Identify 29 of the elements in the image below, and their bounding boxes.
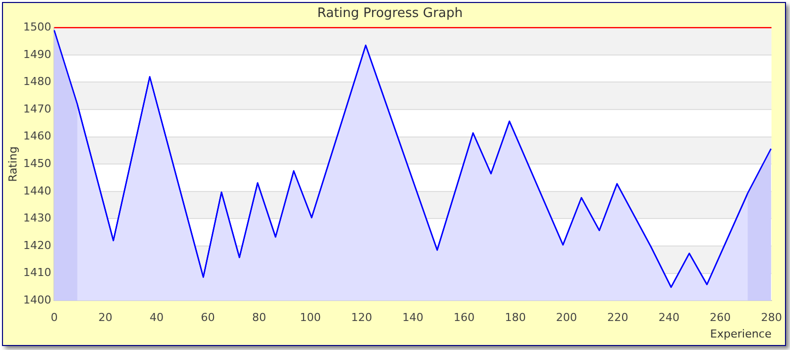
x-tick-label: 200 bbox=[556, 311, 578, 324]
y-tick-label: 1450 bbox=[23, 156, 52, 170]
y-tick-label: 1440 bbox=[23, 184, 52, 198]
y-tick-label: 1410 bbox=[23, 266, 52, 280]
x-tick-label: 240 bbox=[658, 311, 680, 324]
y-tick-label: 1490 bbox=[23, 48, 52, 61]
x-tick-label: 160 bbox=[454, 311, 475, 324]
x-tick-label: 60 bbox=[200, 311, 215, 324]
y-tick-label: 1400 bbox=[23, 293, 52, 306]
x-tick-label: 120 bbox=[351, 311, 372, 324]
x-tick-label: 140 bbox=[402, 311, 424, 324]
y-tick-label: 1420 bbox=[23, 238, 52, 252]
x-tick-label: 100 bbox=[300, 311, 321, 324]
y-tick-label: 1460 bbox=[23, 130, 52, 143]
y-axis-title: Rating bbox=[6, 146, 20, 182]
y-tick-label: 1470 bbox=[23, 102, 52, 116]
x-tick-label: 80 bbox=[252, 311, 266, 324]
x-tick-label: 0 bbox=[50, 311, 58, 324]
x-tick-label: 40 bbox=[150, 311, 164, 324]
y-tick-label: 1480 bbox=[23, 75, 52, 88]
x-tick-label: 180 bbox=[504, 311, 526, 324]
x-tick-label: 220 bbox=[607, 311, 628, 324]
x-tick-label: 280 bbox=[761, 311, 782, 324]
x-axis-title: Experience bbox=[710, 327, 772, 340]
y-tick-label: 1430 bbox=[23, 212, 52, 225]
x-tick-label: 20 bbox=[98, 311, 112, 324]
x-tick-label: 260 bbox=[710, 311, 731, 324]
chart-title: Rating Progress Graph bbox=[317, 6, 463, 22]
y-tick-label: 1500 bbox=[23, 20, 52, 34]
